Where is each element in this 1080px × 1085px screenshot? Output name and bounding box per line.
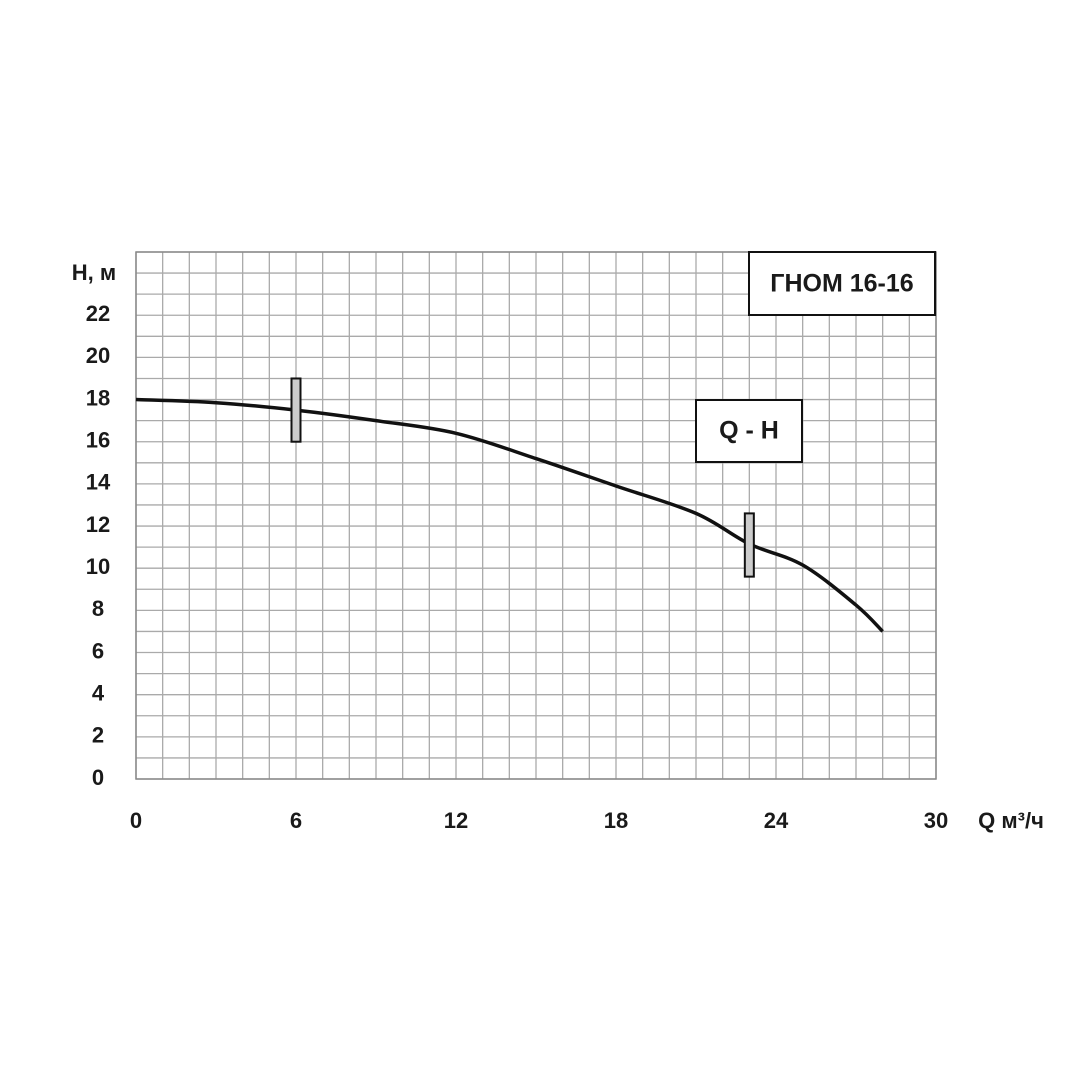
y-tick-label: 0 — [92, 765, 104, 790]
x-axis-label: Q м³/ч — [978, 808, 1044, 833]
range-marker — [743, 512, 755, 578]
x-tick-label: 30 — [924, 808, 948, 833]
y-tick-label: 2 — [92, 723, 104, 748]
y-tick-label: 10 — [86, 554, 110, 579]
annotation: Q - H — [719, 417, 779, 445]
x-tick-label: 6 — [290, 808, 302, 833]
x-tick-label: 12 — [444, 808, 468, 833]
annotation-box — [695, 399, 803, 463]
y-tick-label: 16 — [86, 428, 110, 453]
y-tick-label: 22 — [86, 301, 110, 326]
y-tick-label: 20 — [86, 343, 110, 368]
y-axis-label: H, м — [72, 260, 116, 285]
qh-curve — [135, 397, 884, 633]
y-tick-label: 8 — [92, 596, 104, 621]
range-marker — [290, 377, 302, 443]
y-tick-label: 6 — [92, 638, 104, 663]
y-tick-label: 4 — [92, 680, 105, 705]
x-tick-label: 24 — [764, 808, 789, 833]
x-tick-label: 18 — [604, 808, 628, 833]
x-tick-label: 0 — [130, 808, 142, 833]
y-tick-label: 14 — [86, 470, 111, 495]
y-tick-label: 12 — [86, 512, 110, 537]
y-tick-label: 18 — [86, 385, 110, 410]
plot-frame — [135, 251, 937, 780]
chart-title: ГНОМ 16-16 — [770, 270, 913, 298]
title-box — [748, 251, 936, 316]
